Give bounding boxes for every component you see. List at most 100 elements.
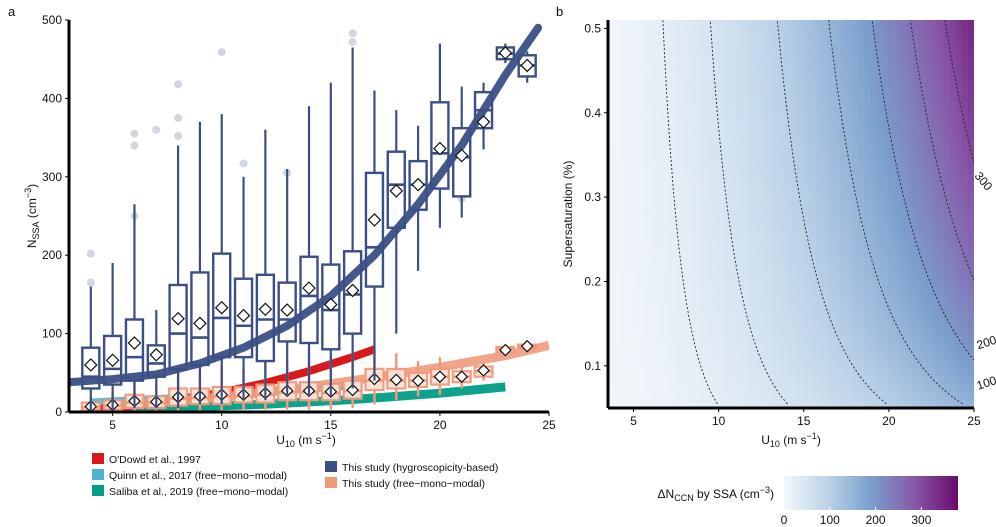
heatmap-cell [791, 133, 798, 142]
heatmap-cell [662, 149, 670, 159]
heatmap-cell [967, 36, 974, 45]
heatmap-cell [730, 278, 737, 288]
heatmap-cell [656, 84, 664, 94]
heatmap-cell [784, 278, 792, 288]
heatmap-cell [925, 214, 932, 223]
heatmap-cell [748, 36, 755, 45]
heatmap-cell [705, 76, 713, 86]
heatmap-cell [778, 246, 786, 256]
heatmap-cell [882, 117, 890, 126]
heatmap-cell [730, 311, 737, 320]
heatmap-cell [772, 222, 780, 231]
heatmap-cell [644, 36, 652, 45]
heatmap-cell [967, 335, 974, 344]
heatmap-cell [876, 125, 884, 134]
heatmap-cell [809, 68, 816, 78]
heatmap-cell [766, 335, 774, 344]
heatmap-cell [864, 302, 871, 312]
heatmap-cell [797, 125, 804, 134]
heatmap-cell [736, 76, 743, 86]
heatmap-cell [723, 383, 731, 393]
heatmap-cell [900, 84, 908, 94]
heatmap-cell [748, 302, 755, 312]
heatmap-cell [961, 173, 969, 183]
heatmap-cell [693, 222, 701, 231]
heatmap-cell [827, 294, 835, 304]
heatmap-cell [888, 399, 896, 408]
heatmap-cell [815, 270, 823, 280]
heatmap-cell [693, 335, 701, 344]
heatmap-cell [742, 335, 749, 344]
heatmap-cell [736, 205, 743, 215]
heatmap-cell [931, 222, 938, 231]
heatmap-cell [949, 117, 957, 126]
heatmap-cell [730, 230, 737, 239]
heatmap-cell [833, 311, 841, 320]
heatmap-cell [638, 36, 646, 45]
heatmap-cell [669, 230, 676, 239]
heatmap-cell [699, 125, 707, 134]
heatmap-cell [864, 214, 871, 223]
heatmap-cell [949, 197, 957, 207]
heatmap-cell [705, 181, 713, 191]
heatmap-cell [839, 28, 847, 37]
heatmap-cell [882, 399, 890, 408]
heatmap-cell [803, 222, 810, 231]
panel-a-y-axis-label: NSSA (cm−3) [23, 184, 41, 248]
heatmap-cell [961, 189, 969, 199]
heatmap-cell [760, 343, 768, 353]
heatmap-cell [833, 173, 841, 183]
heatmap-cell [937, 367, 945, 377]
free-box-mean-marker [455, 370, 469, 384]
heatmap-cell [839, 76, 847, 86]
heatmap-cell [870, 399, 877, 408]
heatmap-cell [900, 359, 908, 369]
heatmap-cell [620, 125, 627, 134]
heatmap-cell [662, 222, 670, 231]
heatmap-cell [943, 270, 951, 280]
heatmap-cell [681, 173, 688, 183]
heatmap-cell [852, 173, 859, 183]
heatmap-cell [608, 270, 615, 280]
heatmap-cell [650, 367, 658, 377]
heatmap-cell [650, 375, 658, 385]
heatmap-cell [699, 181, 707, 191]
heatmap-cell [778, 100, 786, 110]
heatmap-cell [925, 68, 932, 78]
heatmap-cell [955, 68, 963, 78]
heatmap-cell [638, 246, 646, 256]
heatmap-cell [821, 52, 829, 62]
panel-a-y-tick-label: 500 [42, 13, 62, 27]
heatmap-cell [736, 100, 743, 110]
heatmap-cell [955, 173, 963, 183]
heatmap-cell [632, 302, 640, 312]
heatmap-cell [772, 149, 780, 159]
heatmap-cell [784, 125, 792, 134]
heatmap-cell [717, 327, 725, 336]
hygro-box [364, 171, 385, 288]
heatmap-cell [803, 181, 810, 191]
heatmap-cell [656, 181, 664, 191]
heatmap-cell [955, 133, 963, 142]
heatmap-cell [705, 399, 713, 408]
legend-swatch [92, 453, 104, 464]
heatmap-cell [736, 327, 743, 336]
heatmap-cell [931, 262, 938, 272]
heatmap-cell [723, 238, 731, 247]
heatmap-cell [736, 20, 743, 29]
heatmap-cell [644, 157, 652, 167]
heatmap-cell [852, 28, 859, 37]
heatmap-cell [778, 44, 786, 53]
heatmap-cell [760, 238, 768, 247]
heatmap-cell [754, 52, 762, 62]
heatmap-cell [608, 286, 615, 296]
heatmap-cell [803, 238, 810, 247]
heatmap-cell [882, 375, 890, 385]
heatmap-cell [900, 157, 908, 167]
heatmap-cell [827, 165, 835, 175]
legend-label: This study (hygroscopicity-based) [342, 462, 498, 474]
heatmap-cell [614, 375, 621, 385]
heatmap-cell [833, 254, 841, 264]
heatmap-cell [669, 52, 676, 62]
heatmap-cell [723, 100, 731, 110]
